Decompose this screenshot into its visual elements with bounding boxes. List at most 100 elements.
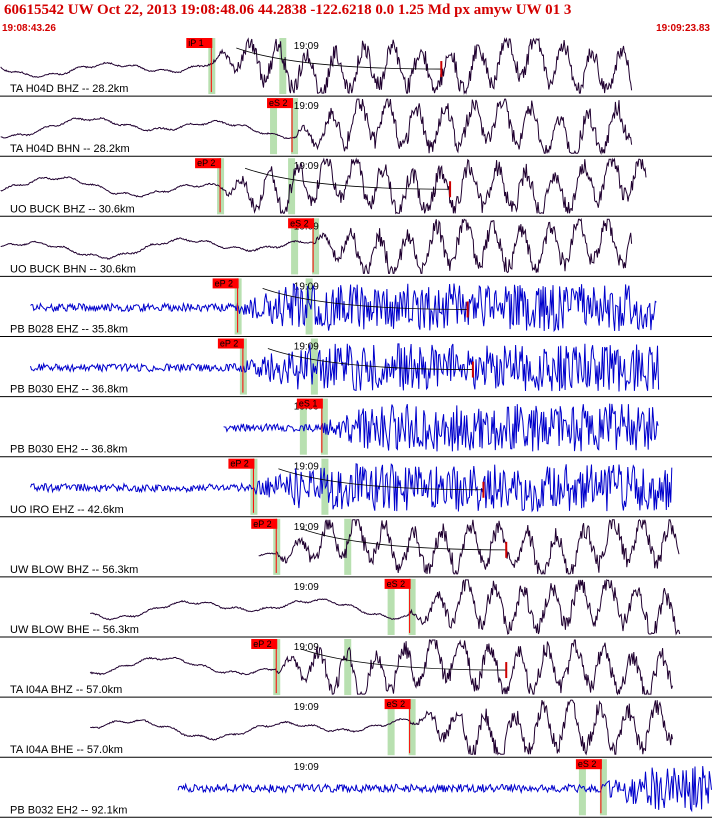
pick-window: [387, 578, 395, 635]
pick-window: [387, 699, 395, 756]
trace-panel: 19:09 eP 2 PB B028 EHZ -- 35.8km: [0, 278, 712, 337]
pick-window: [279, 38, 287, 95]
end-time-label: 19:09:23.83: [656, 23, 710, 34]
coda-curve: [301, 648, 507, 671]
waveform: [90, 579, 681, 636]
pick-window: [305, 278, 313, 335]
waveform: [30, 283, 657, 333]
pick-label: eP 2: [220, 339, 238, 349]
station-label: PB B030 EHZ -- 36.8km: [10, 384, 128, 396]
time-tick-label: 19:09: [294, 281, 319, 292]
coda-curve: [244, 167, 451, 190]
pick-window: [291, 98, 299, 155]
station-label: TA H04D BHZ -- 28.2km: [10, 83, 128, 95]
pick-label: eS 2: [387, 579, 406, 589]
time-tick-label: 19:09: [294, 642, 319, 653]
pick-label: eS 1: [299, 399, 318, 409]
pick-label: eP 2: [215, 278, 233, 288]
coda-curve: [301, 528, 507, 551]
trace-panel: 19:09 eS 2 TA H04D BHN -- 28.2km: [0, 98, 712, 157]
coda-curve: [236, 47, 442, 70]
pick-box: [195, 158, 222, 169]
pick-window: [344, 639, 352, 696]
station-label: PB B032 EH2 -- 92.1km: [10, 804, 127, 816]
coda-curve: [278, 468, 484, 491]
time-tick-label: 19:09: [294, 161, 319, 172]
pick-box: [251, 518, 278, 529]
waveform: [30, 343, 660, 392]
trace-panel: 19:09 eP 2 UO IRO EHZ -- 42.6km: [0, 458, 712, 518]
pick-label: eP 2: [253, 519, 271, 529]
pick-label: eS 2: [269, 98, 288, 108]
pick-label: iP 1: [188, 38, 203, 48]
waveform: [90, 699, 673, 756]
station-label: UO IRO EHZ -- 42.6km: [10, 504, 124, 516]
waveform: [0, 37, 633, 95]
station-label: TA I04A BHE -- 57.0km: [10, 744, 123, 756]
trace-panel: 19:09 eP 2 UW BLOW BHZ -- 56.3km: [0, 518, 712, 578]
time-tick-label: 19:09: [294, 582, 319, 593]
time-tick-label: 19:09: [294, 522, 319, 533]
pick-box: [186, 38, 213, 48]
pick-label: eS 2: [578, 759, 597, 769]
time-tick-label: 19:09: [294, 762, 319, 773]
pick-window: [408, 699, 416, 756]
coda-curve: [267, 348, 473, 370]
trace-panel: 19:09 eS 2 PB B032 EH2 -- 92.1km: [0, 759, 712, 818]
pick-box: [575, 759, 602, 770]
waveform: [0, 217, 633, 274]
pick-box: [217, 338, 244, 349]
pick-label: eS 2: [290, 218, 309, 228]
trace-panel: 19:09 eS 2 UW BLOW BHE -- 56.3km: [0, 578, 712, 638]
trace-panel: 19:09 eP 2 PB B030 EHZ -- 36.8km: [0, 338, 712, 398]
station-label: TA I04A BHZ -- 57.0km: [10, 684, 122, 696]
pick-box: [296, 398, 323, 409]
waveform: [0, 157, 647, 215]
time-tick-label: 19:09: [294, 41, 319, 52]
seismogram-panels: 19:09 iP 1 TA H04D BHZ -- 28.2km 19:09 eS 2 T…: [0, 37, 712, 818]
pick-window: [310, 338, 318, 395]
time-tick-label: 19:09: [294, 702, 319, 713]
pick-window: [344, 518, 352, 575]
pick-box: [384, 699, 411, 710]
waveform: [89, 639, 673, 696]
pick-window: [312, 218, 320, 275]
station-label: UO BUCK BHZ -- 30.6km: [10, 203, 135, 215]
station-label: PB B028 EHZ -- 35.8km: [10, 324, 128, 336]
station-label: UW BLOW BHE -- 56.3km: [10, 624, 139, 636]
pick-box: [251, 639, 278, 649]
pick-box: [212, 278, 239, 289]
coda-curve: [262, 288, 468, 310]
start-time-label: 19:08:43.26: [2, 23, 56, 34]
event-title: 60615542 UW Oct 22, 2013 19:08:48.06 44.…: [4, 2, 572, 18]
pick-window: [291, 218, 299, 275]
pick-box: [267, 98, 294, 109]
trace-panel: 19:09 eP 2 UO BUCK BHZ -- 30.6km: [0, 157, 712, 217]
pick-label: eP 2: [230, 459, 248, 469]
waveform: [0, 98, 633, 155]
pick-window: [288, 158, 296, 215]
pick-box: [288, 218, 315, 229]
pick-window: [270, 98, 278, 155]
trace-panel: 19:09 eS 2 TA I04A BHE -- 57.0km: [0, 699, 712, 758]
waveform: [223, 403, 659, 452]
pick-window: [599, 759, 607, 816]
pick-box: [228, 458, 255, 469]
waveform: [177, 766, 712, 813]
pick-label: eS 2: [387, 699, 406, 709]
waveform: [258, 519, 680, 575]
station-label: UW BLOW BHZ -- 56.3km: [10, 564, 138, 576]
trace-panel: 19:09 iP 1 TA H04D BHZ -- 28.2km: [0, 37, 712, 97]
pick-label: eP 2: [197, 158, 215, 168]
pick-window: [408, 578, 416, 635]
station-label: TA H04D BHN -- 28.2km: [10, 143, 130, 155]
time-tick-label: 19:09: [294, 101, 319, 112]
station-label: UO BUCK BHN -- 30.6km: [10, 263, 136, 275]
time-tick-label: 19:09: [294, 462, 319, 473]
waveform: [30, 463, 673, 513]
pick-label: eP 2: [253, 639, 271, 649]
event-header: 60615542 UW Oct 22, 2013 19:08:48.06 44.…: [0, 0, 712, 36]
trace-panel: 19:09 eP 2 TA I04A BHZ -- 57.0km: [0, 639, 712, 698]
